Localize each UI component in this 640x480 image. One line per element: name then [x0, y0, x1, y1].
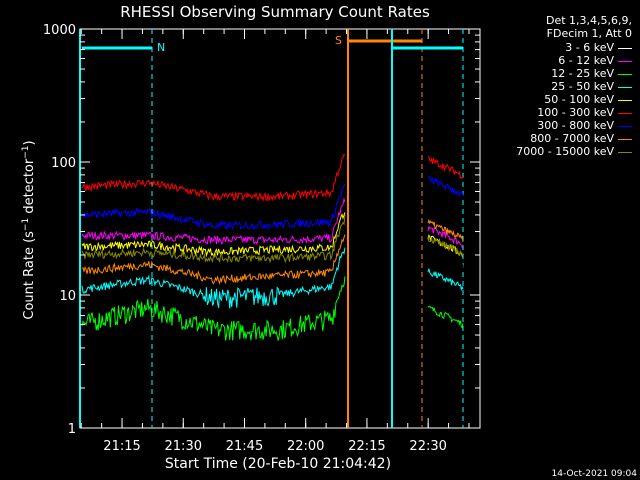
series-line-3: [81, 247, 346, 309]
series-line-5: [81, 153, 346, 203]
y-tick-label: 1: [68, 422, 76, 437]
legend-swatch: [618, 47, 632, 49]
x-tick-label: 21:45: [226, 439, 263, 454]
axes-layer: 1 10 100 1000 21:15 21:30 21:45 22:00 22:15 22:30: [43, 23, 480, 454]
legend-label: 800 - 7000 keV: [530, 132, 614, 145]
series-line-7: [81, 234, 346, 286]
legend-entry: 12 - 25 keV: [551, 67, 632, 80]
legend-label: 7000 - 15000 keV: [516, 145, 614, 158]
series-line-post-8: [427, 236, 464, 258]
y-tick-label: 10: [59, 289, 76, 304]
series-line-1: [81, 197, 346, 246]
legend-entry: 300 - 800 keV: [537, 119, 632, 132]
legend-title-1: Det 1,3,4,5,6,9,: [545, 14, 632, 27]
series-line-0: [81, 208, 346, 258]
legend-entry: 6 - 12 keV: [558, 54, 632, 67]
legend-label: 300 - 800 keV: [537, 119, 614, 132]
legend-entry: 7000 - 15000 keV: [516, 145, 632, 158]
legend-title-2: FDecim 1, Att 0: [546, 27, 632, 40]
legend-entry: 3 - 6 keV: [565, 41, 632, 54]
legend-label: 100 - 300 keV: [537, 106, 614, 119]
series-layer: [81, 153, 464, 341]
legend-swatch: [618, 73, 632, 75]
legend-entry: 50 - 100 keV: [544, 93, 632, 106]
x-tick-label: 21:30: [165, 439, 202, 454]
plot-border: [79, 28, 481, 429]
x-tick-label: 22:30: [409, 439, 446, 454]
x-tick-label: 22:15: [348, 439, 385, 454]
series-line-2: [81, 276, 346, 341]
y-axis-label: Count Rate (s−1 detector−1): [21, 140, 37, 319]
observing-bars: NS: [79, 29, 464, 428]
plot-frame: [79, 28, 481, 429]
series-line-post-3: [427, 268, 464, 292]
y-tick-label: 100: [51, 156, 76, 171]
x-axis-label: Start Time (20-Feb-10 21:04:42): [165, 456, 391, 472]
series-line-post-5: [427, 156, 464, 180]
series-line-6: [81, 183, 346, 231]
annotation-s: S: [335, 34, 342, 47]
legend-swatch: [618, 125, 632, 127]
series-line-post-2: [427, 305, 464, 328]
series-line-post-1: [427, 225, 464, 249]
legend-label: 6 - 12 keV: [558, 54, 614, 67]
legend-entry: 800 - 7000 keV: [530, 132, 632, 145]
legend-swatch: [618, 151, 632, 153]
legend-swatch: [618, 112, 632, 114]
legend-entry: 25 - 50 keV: [551, 80, 632, 93]
footer-date: 14-Oct-2021 09:04: [552, 469, 638, 479]
series-line-post-6: [427, 175, 464, 197]
legend-swatch: [618, 60, 632, 62]
series-line-post-7: [427, 218, 464, 243]
annotation-n: N: [157, 41, 165, 54]
series-line-post-0: [427, 247, 464, 268]
legend-entry: 100 - 300 keV: [537, 106, 632, 119]
legend-label: 12 - 25 keV: [551, 67, 614, 80]
chart-title: RHESSI Observing Summary Count Rates: [120, 3, 430, 21]
y-tick-label: 1000: [43, 23, 76, 38]
legend-label: 50 - 100 keV: [544, 93, 614, 106]
legend-label: 25 - 50 keV: [551, 80, 614, 93]
legend-swatch: [618, 86, 632, 88]
x-tick-label: 22:00: [287, 439, 324, 454]
series-line-8: [81, 214, 346, 264]
legend-swatch: [618, 99, 632, 101]
x-tick-label: 21:15: [103, 439, 140, 454]
legend-label: 3 - 6 keV: [565, 41, 614, 54]
legend-swatch: [618, 138, 632, 140]
